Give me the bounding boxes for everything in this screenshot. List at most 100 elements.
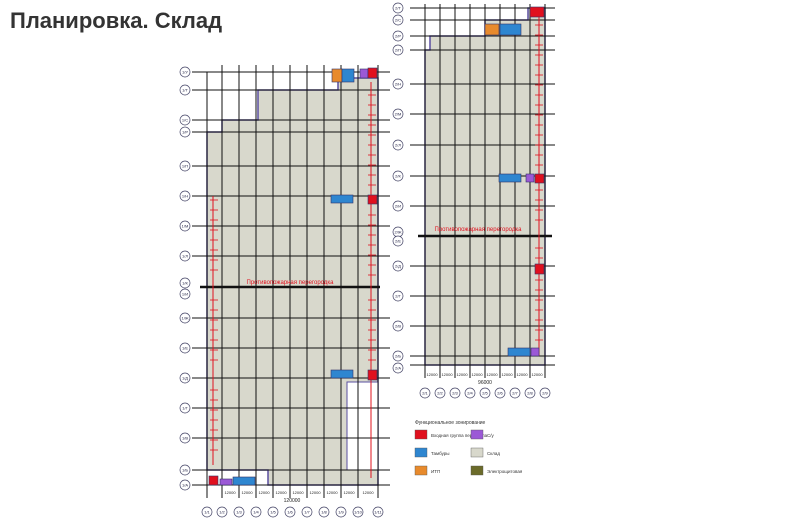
left-red-ticks (210, 94, 376, 451)
left-corridor-label: Противопожарная перегородка (247, 280, 335, 286)
left-col-label: 1/5 (270, 510, 276, 515)
left-row-label: 1/Т (182, 88, 188, 93)
left-bay-dim: 12000 (241, 490, 253, 495)
left-row-label: 1/П (182, 164, 188, 169)
right-row-label: 2/В (395, 324, 401, 329)
left-col-label: 1/9 (338, 510, 344, 515)
left-row-label: 1/Р (182, 130, 188, 135)
right-bay-dims: 12000 12000 12000 12000 12000 12000 1200… (426, 372, 543, 377)
left-col-label: 1/4 (253, 510, 259, 515)
left-col-label: 1/1 (204, 510, 210, 515)
right-row-label: 2/П (395, 48, 401, 53)
left-col-label: 1/10 (354, 510, 363, 515)
left-bay-dim: 12000 (292, 490, 304, 495)
left-col-label: 1/2 (219, 510, 225, 515)
legend-swatch-storage (470, 447, 484, 458)
right-row-label: 2/Г (395, 294, 401, 299)
right-col-label: 2/4 (467, 391, 473, 396)
left-row-label: 1/М (182, 224, 189, 229)
left-bay-dim: 12000 (275, 490, 287, 495)
right-plan (392, 2, 555, 399)
left-column-label-circles (201, 506, 384, 518)
left-bay-dim: 12000 (326, 490, 338, 495)
left-row-label-circles (179, 66, 191, 491)
right-corridor-label: Противопожарная перегородка (435, 227, 523, 233)
legend-label: Электрощитовая (487, 469, 523, 474)
right-bay-dim: 12000 (471, 372, 483, 377)
left-row-label: 1/И (182, 292, 188, 297)
legend-swatch-vestibule (414, 447, 428, 458)
right-bay-dim: 12000 (456, 372, 468, 377)
left-bay-dims: 12000 12000 12000 12000 12000 12000 1200… (224, 490, 374, 495)
right-col-label: 2/1 (422, 391, 428, 396)
left-row-label: 1/К (182, 281, 188, 286)
right-bay-dim: 12000 (441, 372, 453, 377)
legend-swatch-entry-group (414, 429, 428, 440)
left-row-label: 1/Б (182, 468, 188, 473)
legend-label: Тамбуры (431, 451, 450, 456)
left-bay-dim: 12000 (224, 490, 236, 495)
left-total-dim: 120000 (284, 498, 301, 504)
right-row-label: 2/Р (395, 34, 401, 39)
right-bay-dim: 12000 (486, 372, 498, 377)
right-row-label: 2/Е (395, 239, 401, 244)
left-plan (179, 65, 390, 518)
left-grid-columns (206, 65, 379, 498)
right-red-ticks (535, 24, 543, 341)
left-zone-blocks (208, 67, 378, 486)
left-open-yard (346, 381, 379, 471)
right-row-label: 2/Ж (394, 230, 401, 235)
left-col-label: 1/3 (236, 510, 242, 515)
left-col-label: 1/8 (321, 510, 327, 515)
right-zone-blocks (484, 6, 545, 357)
right-col-label: 2/7 (512, 391, 518, 396)
left-col-label: 1/11 (374, 510, 382, 515)
left-col-label: 1/7 (304, 510, 310, 515)
right-column-label-circles (419, 387, 551, 399)
right-row-label: 2/М (395, 112, 402, 117)
right-row-label: 2/И (395, 204, 401, 209)
right-col-label: 2/3 (452, 391, 458, 396)
legend-title: Функциональное зонирование (415, 420, 486, 426)
right-row-label-circles (392, 2, 404, 374)
right-row-label: 2/К (395, 174, 401, 179)
right-bay-dim: 12000 (516, 372, 528, 377)
right-row-label: 2/Д (395, 264, 401, 269)
right-row-label: 2/Т (395, 6, 401, 11)
legend-swatch-heating (414, 465, 428, 476)
right-col-label: 2/8 (527, 391, 533, 396)
legend: Функциональное зонирование Входная групп… (414, 420, 523, 476)
legend-label: Входная группа персонала (431, 433, 488, 438)
left-col-label: 1/6 (287, 510, 293, 515)
left-row-label: 1/В (182, 436, 188, 441)
legend-label: С/у (487, 433, 495, 438)
left-row-label: 1/Г (182, 406, 188, 411)
left-bay-dim: 12000 (309, 490, 321, 495)
left-row-label: 1/Д (182, 376, 188, 381)
legend-swatch-wc (470, 429, 484, 440)
right-total-dim: 96000 (478, 380, 492, 386)
right-bay-dim: 12000 (531, 372, 543, 377)
right-grid-columns (424, 4, 546, 378)
right-row-label: 2/Л (395, 143, 401, 148)
left-bay-dim: 12000 (258, 490, 270, 495)
right-col-label: 2/5 (482, 391, 488, 396)
left-row-label: 1/Н (182, 194, 188, 199)
legend-swatch-switchboard (470, 465, 484, 476)
left-bay-dim: 12000 (362, 490, 374, 495)
right-bay-dim: 12000 (501, 372, 513, 377)
page-title: Планировка. Склад (10, 8, 223, 33)
left-row-label: 1/Ж (181, 316, 188, 321)
left-row-label: 1/А (182, 483, 188, 488)
left-row-label: 1/Е (182, 346, 188, 351)
right-bay-dim: 12000 (426, 372, 438, 377)
left-row-label: 1/У (182, 70, 188, 75)
legend-label: Склад (487, 451, 500, 456)
left-row-label: 1/С (182, 118, 188, 123)
right-row-label: 2/Н (395, 82, 401, 87)
right-col-label: 2/6 (497, 391, 503, 396)
legend-label: ИТП (431, 469, 440, 474)
right-row-label: 2/А (395, 366, 401, 371)
right-col-label: 2/2 (437, 391, 443, 396)
